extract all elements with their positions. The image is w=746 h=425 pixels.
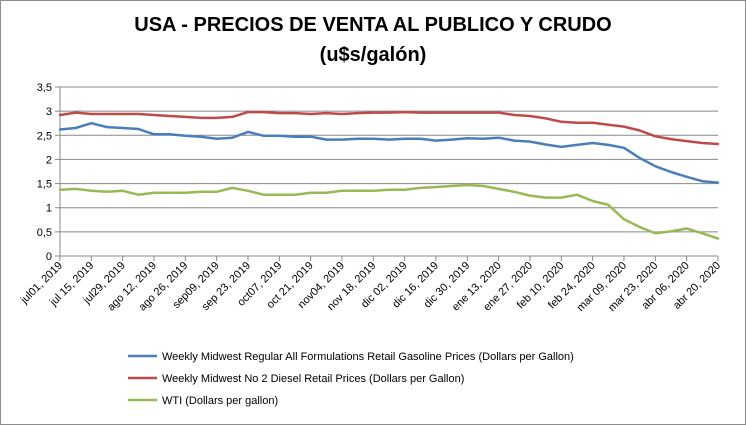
- series-line-2: [58, 110, 720, 146]
- chart-title-line-1: USA - PRECIOS DE VENTA AL PUBLICO Y CRUD…: [134, 14, 612, 36]
- legend-label-3: WTI (Dollars per gallon): [162, 395, 278, 407]
- chart-title: USA - PRECIOS DE VENTA AL PUBLICO Y CRUD…: [0, 10, 746, 70]
- y-tick-label: 1,5: [37, 179, 52, 191]
- y-tick-label: 0: [46, 251, 52, 263]
- series-line-3: [58, 183, 720, 240]
- chart-title-line-2: (u$s/galón): [319, 44, 427, 66]
- series-line-1: [58, 121, 720, 184]
- y-tick-label: 1: [46, 203, 52, 215]
- y-tick-label: 3: [46, 106, 52, 118]
- y-tick-label: 2: [46, 154, 52, 166]
- legend-label-2: Weekly Midwest No 2 Diesel Retail Prices…: [162, 373, 464, 385]
- y-tick-label: 0,5: [37, 227, 52, 239]
- y-tick-label: 3,5: [37, 82, 52, 94]
- legend-label-1: Weekly Midwest Regular All Formulations …: [162, 351, 574, 363]
- y-tick-label: 2,5: [37, 130, 52, 142]
